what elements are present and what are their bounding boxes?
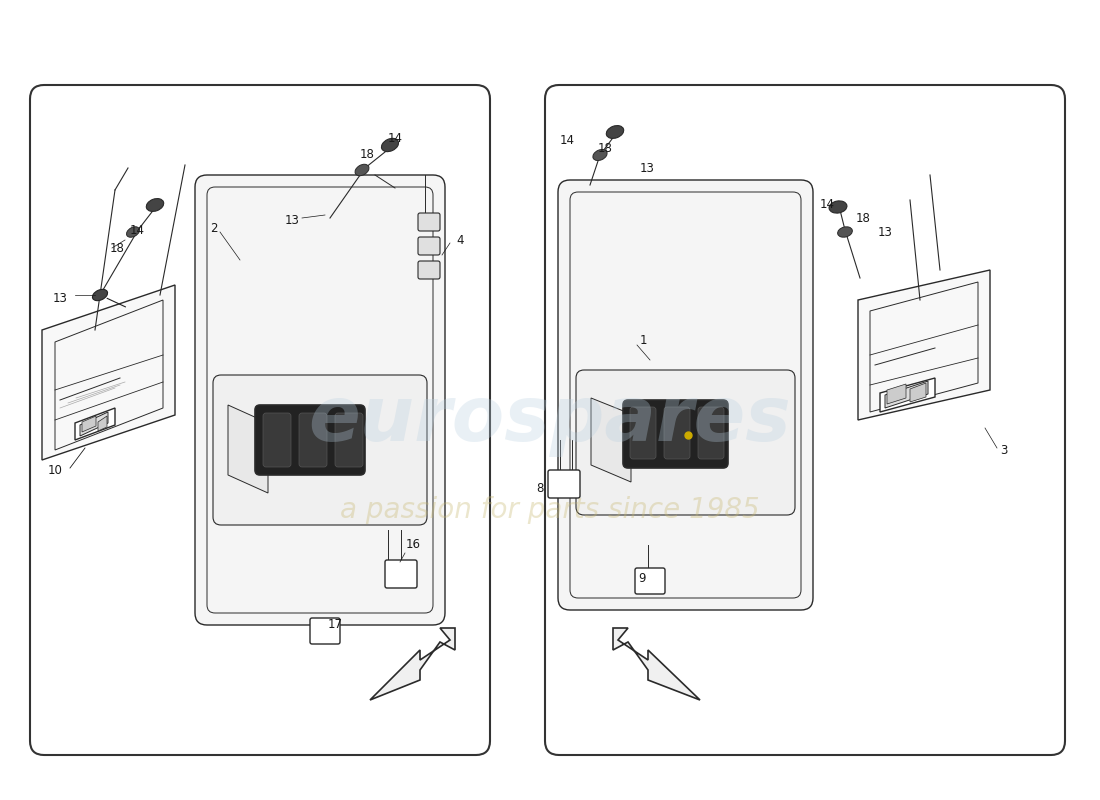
Polygon shape [228,405,268,493]
Text: 13: 13 [285,214,300,226]
Polygon shape [75,408,116,440]
Text: 2: 2 [210,222,218,234]
Polygon shape [880,378,935,412]
Polygon shape [98,416,107,431]
Text: 18: 18 [598,142,613,154]
Text: 8: 8 [536,482,543,494]
FancyBboxPatch shape [255,405,365,475]
Ellipse shape [837,226,852,238]
FancyBboxPatch shape [299,413,327,467]
Ellipse shape [606,126,624,138]
Text: 13: 13 [53,291,68,305]
FancyBboxPatch shape [698,407,724,459]
FancyBboxPatch shape [635,568,666,594]
FancyBboxPatch shape [630,407,656,459]
FancyBboxPatch shape [195,175,446,625]
FancyBboxPatch shape [418,261,440,279]
FancyBboxPatch shape [385,560,417,588]
FancyBboxPatch shape [336,413,363,467]
Ellipse shape [829,201,847,213]
Text: 18: 18 [856,211,871,225]
Polygon shape [370,628,455,700]
FancyBboxPatch shape [544,85,1065,755]
Polygon shape [858,270,990,420]
FancyBboxPatch shape [30,85,489,755]
Text: 13: 13 [878,226,893,238]
FancyBboxPatch shape [418,213,440,231]
Polygon shape [591,398,631,482]
Text: 1: 1 [640,334,648,346]
Text: 9: 9 [638,571,646,585]
FancyBboxPatch shape [548,470,580,498]
Text: 14: 14 [130,223,145,237]
FancyBboxPatch shape [418,237,440,255]
Text: 10: 10 [48,463,63,477]
FancyBboxPatch shape [623,400,728,468]
Text: 16: 16 [406,538,421,551]
Polygon shape [886,381,928,408]
FancyBboxPatch shape [213,375,427,525]
Text: 14: 14 [820,198,835,211]
Text: eurospares: eurospares [309,383,791,457]
Polygon shape [887,384,906,404]
Polygon shape [80,412,108,436]
Polygon shape [42,285,175,460]
Text: 13: 13 [640,162,654,174]
Text: 3: 3 [1000,443,1008,457]
Ellipse shape [355,164,368,176]
FancyBboxPatch shape [310,618,340,644]
Text: 18: 18 [110,242,125,254]
Polygon shape [613,628,700,700]
FancyBboxPatch shape [263,413,292,467]
Ellipse shape [593,150,607,161]
Text: 18: 18 [360,149,375,162]
Polygon shape [910,383,926,402]
FancyBboxPatch shape [576,370,795,515]
Text: 4: 4 [456,234,463,246]
Ellipse shape [92,290,108,301]
Text: 14: 14 [388,131,403,145]
Ellipse shape [382,138,398,152]
Polygon shape [82,416,96,432]
Ellipse shape [126,226,140,238]
FancyBboxPatch shape [558,180,813,610]
FancyBboxPatch shape [664,407,690,459]
Ellipse shape [146,198,164,211]
Text: a passion for parts since 1985: a passion for parts since 1985 [340,496,760,524]
Text: 17: 17 [328,618,343,631]
Text: 14: 14 [560,134,575,146]
